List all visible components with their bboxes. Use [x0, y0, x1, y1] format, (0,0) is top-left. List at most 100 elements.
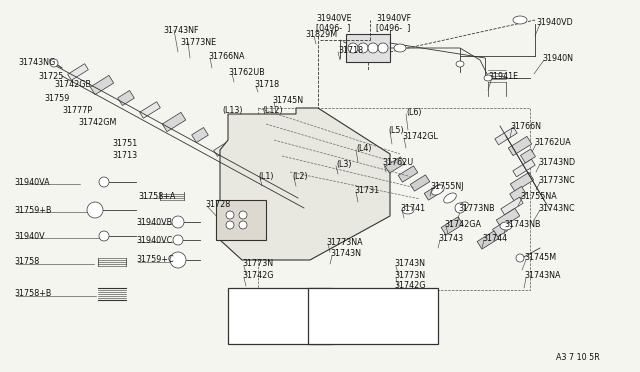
Polygon shape — [496, 208, 520, 228]
Text: 31728: 31728 — [205, 199, 230, 208]
Circle shape — [172, 216, 184, 228]
Text: 31773NA: 31773NA — [326, 237, 363, 247]
Polygon shape — [163, 112, 186, 132]
Bar — [216, 200, 266, 240]
Text: 31940N: 31940N — [542, 54, 573, 62]
Text: 31773N: 31773N — [242, 260, 273, 269]
Text: 31743NA: 31743NA — [524, 272, 561, 280]
Text: 31773NE: 31773NE — [180, 38, 216, 46]
Polygon shape — [513, 159, 535, 177]
Polygon shape — [477, 231, 499, 249]
Polygon shape — [424, 184, 444, 200]
Circle shape — [516, 254, 524, 262]
Polygon shape — [385, 157, 404, 173]
Circle shape — [173, 235, 183, 245]
Text: (L1): (L1) — [258, 171, 273, 180]
Text: 31940VF: 31940VF — [376, 13, 411, 22]
Polygon shape — [508, 137, 532, 155]
Ellipse shape — [484, 75, 492, 81]
Text: 31758+A: 31758+A — [138, 192, 175, 201]
Ellipse shape — [308, 311, 320, 321]
Circle shape — [226, 221, 234, 229]
Text: A3 7 10 5R: A3 7 10 5R — [556, 353, 600, 362]
Polygon shape — [118, 90, 134, 106]
Polygon shape — [509, 186, 526, 202]
Text: 31940VB: 31940VB — [136, 218, 172, 227]
Circle shape — [455, 203, 465, 213]
Polygon shape — [261, 166, 275, 179]
Circle shape — [358, 43, 368, 53]
Polygon shape — [501, 197, 523, 215]
Text: 31743NC: 31743NC — [538, 203, 575, 212]
Circle shape — [378, 43, 388, 53]
Text: 31725: 31725 — [38, 71, 63, 80]
Text: 31743NG: 31743NG — [18, 58, 55, 67]
Text: 31731: 31731 — [354, 186, 379, 195]
Bar — [346, 34, 390, 62]
Text: 31759+B: 31759+B — [14, 205, 51, 215]
Text: 31743N: 31743N — [330, 250, 361, 259]
Text: 31759: 31759 — [44, 93, 69, 103]
Ellipse shape — [444, 193, 456, 203]
Ellipse shape — [392, 311, 404, 321]
Polygon shape — [495, 127, 517, 145]
Polygon shape — [68, 64, 88, 80]
Text: 31940V: 31940V — [14, 231, 45, 241]
Text: (L5): (L5) — [388, 125, 404, 135]
Polygon shape — [493, 223, 508, 237]
Bar — [228, 288, 332, 344]
Text: 31762UB: 31762UB — [228, 67, 265, 77]
Ellipse shape — [500, 222, 512, 230]
Text: 31940VA: 31940VA — [14, 177, 50, 186]
Text: 31742G: 31742G — [394, 282, 426, 291]
Ellipse shape — [513, 16, 527, 24]
Text: 31758+B: 31758+B — [14, 289, 51, 298]
Text: [0496-  ]: [0496- ] — [376, 23, 410, 32]
Circle shape — [91, 206, 99, 214]
Ellipse shape — [402, 206, 414, 214]
Ellipse shape — [394, 44, 406, 52]
Polygon shape — [241, 312, 259, 320]
Text: 31755NJ: 31755NJ — [430, 182, 463, 190]
Text: 31742GL: 31742GL — [402, 131, 438, 141]
Text: 31713: 31713 — [112, 151, 137, 160]
Circle shape — [239, 211, 247, 219]
Text: 31743NB: 31743NB — [504, 219, 541, 228]
Polygon shape — [441, 217, 463, 235]
Polygon shape — [238, 153, 262, 171]
Polygon shape — [510, 172, 534, 192]
Text: (L13): (L13) — [222, 106, 243, 115]
Text: 31743ND: 31743ND — [538, 157, 575, 167]
Polygon shape — [281, 312, 299, 320]
Text: 31743NF: 31743NF — [163, 26, 198, 35]
Text: 31742GA: 31742GA — [444, 219, 481, 228]
Ellipse shape — [432, 185, 444, 195]
Text: 31940VD: 31940VD — [536, 17, 573, 26]
Ellipse shape — [456, 202, 468, 212]
Text: 31940VE: 31940VE — [316, 13, 351, 22]
Text: [0895-  ]: [0895- ] — [236, 304, 271, 312]
Text: 31766N: 31766N — [510, 122, 541, 131]
Polygon shape — [261, 312, 279, 320]
Text: 31742GM: 31742GM — [78, 118, 116, 126]
Text: 31745M: 31745M — [524, 253, 556, 263]
Text: (L12): (L12) — [262, 106, 283, 115]
Text: 31718: 31718 — [338, 45, 363, 55]
Text: (L6): (L6) — [406, 108, 422, 116]
Circle shape — [50, 59, 58, 67]
Text: 31751: 31751 — [112, 138, 137, 148]
Polygon shape — [365, 312, 383, 320]
Text: 31773NC: 31773NC — [538, 176, 575, 185]
Text: 31759+C: 31759+C — [136, 256, 173, 264]
Text: (L4): (L4) — [356, 144, 371, 153]
Text: 31829M: 31829M — [305, 29, 337, 38]
Polygon shape — [343, 312, 361, 320]
Text: 31940VC: 31940VC — [136, 235, 172, 244]
Circle shape — [368, 43, 378, 53]
Text: 31742GB: 31742GB — [54, 80, 91, 89]
Polygon shape — [220, 108, 390, 260]
Circle shape — [99, 177, 109, 187]
Text: 31766NA: 31766NA — [208, 51, 244, 61]
Text: 31742G: 31742G — [242, 272, 273, 280]
Text: 31762U: 31762U — [382, 157, 413, 167]
